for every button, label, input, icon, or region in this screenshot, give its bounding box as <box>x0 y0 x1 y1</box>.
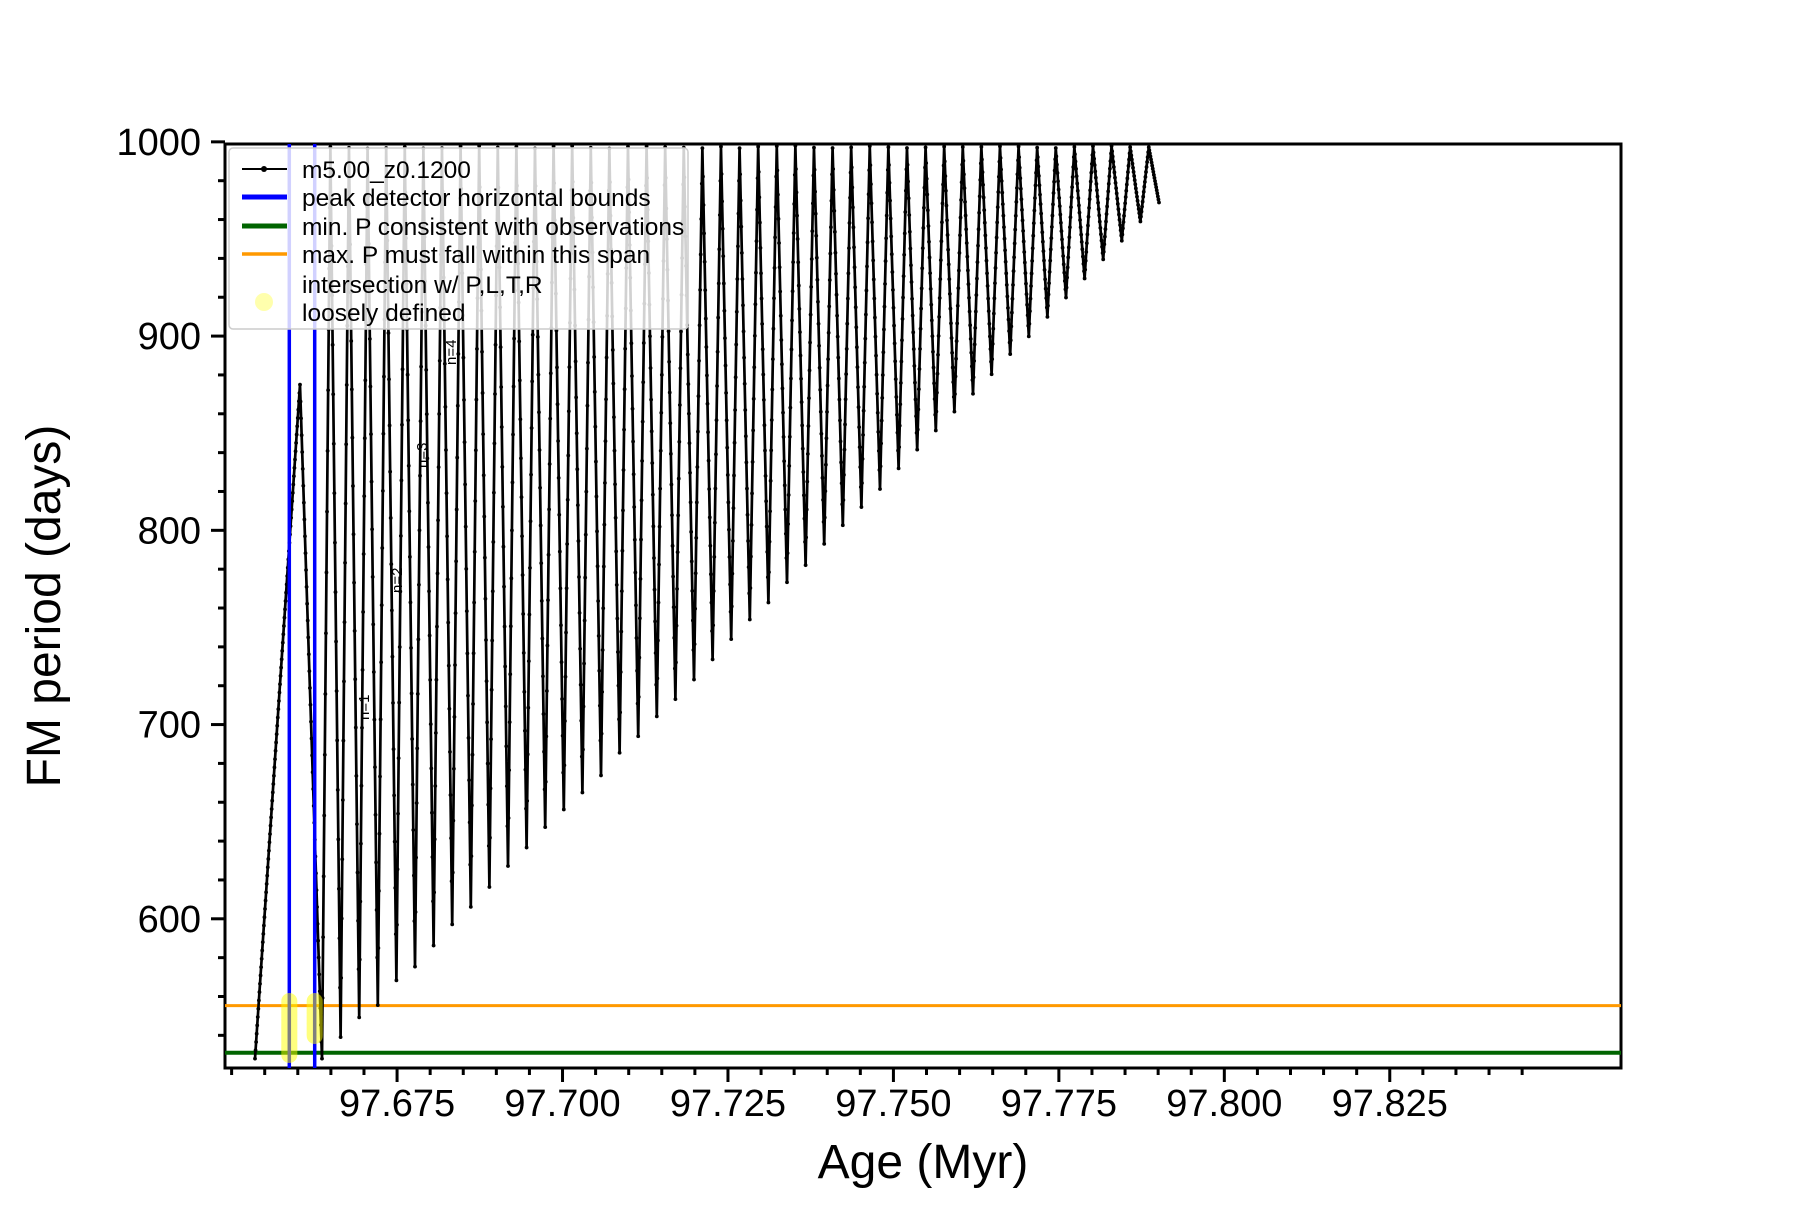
svg-text:n=4: n=4 <box>443 340 460 365</box>
svg-text:800: 800 <box>138 510 201 552</box>
svg-text:97.725: 97.725 <box>670 1083 786 1125</box>
svg-text:97.800: 97.800 <box>1166 1083 1282 1125</box>
svg-text:max. P must fall within this s: max. P must fall within this span <box>302 242 650 269</box>
svg-text:97.775: 97.775 <box>1001 1083 1117 1125</box>
svg-text:1000: 1000 <box>116 122 201 164</box>
svg-text:FM period (days): FM period (days) <box>18 425 71 788</box>
svg-text:loosely defined: loosely defined <box>302 300 465 327</box>
svg-text:97.700: 97.700 <box>504 1083 620 1125</box>
svg-text:900: 900 <box>138 316 201 358</box>
svg-text:600: 600 <box>138 899 201 941</box>
svg-text:700: 700 <box>138 705 201 747</box>
svg-text:peak detector horizontal bound: peak detector horizontal bounds <box>302 185 651 212</box>
svg-text:Age (Myr): Age (Myr) <box>818 1136 1029 1189</box>
svg-text:n=3: n=3 <box>414 443 431 468</box>
svg-text:intersection w/ P,L,T,R: intersection w/ P,L,T,R <box>302 272 543 299</box>
svg-text:m5.00_z0.1200: m5.00_z0.1200 <box>302 157 471 184</box>
svg-text:n=2: n=2 <box>389 568 406 593</box>
svg-text:min. P consistent with observa: min. P consistent with observations <box>302 214 684 241</box>
svg-text:n=1: n=1 <box>356 695 373 720</box>
svg-text:97.750: 97.750 <box>835 1083 951 1125</box>
svg-text:97.825: 97.825 <box>1332 1083 1448 1125</box>
svg-text:97.675: 97.675 <box>339 1083 455 1125</box>
